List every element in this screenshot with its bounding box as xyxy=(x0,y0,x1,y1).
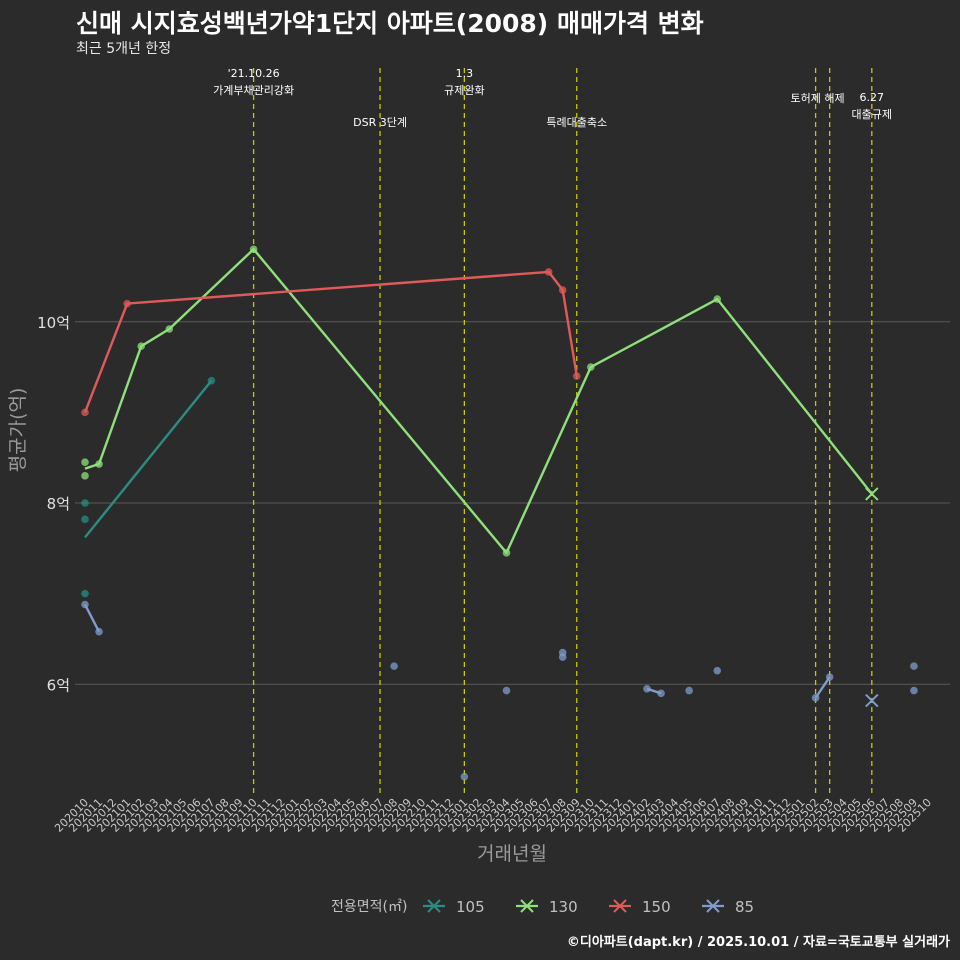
policy-annotation: 대출규제 xyxy=(852,108,892,121)
x-marker-stroke xyxy=(520,899,534,913)
x-axis-title: 거래년월 xyxy=(477,843,547,865)
axes: 6억8억10억202010202011202012202101202102202… xyxy=(7,314,934,865)
x-marker-stroke xyxy=(865,693,879,708)
x-marker-stroke xyxy=(427,899,441,913)
policy-annotation: '21.10.26 xyxy=(228,67,280,80)
data-point-130 xyxy=(502,549,511,557)
legend-swatch-x xyxy=(706,899,720,913)
data-point-150 xyxy=(81,408,89,417)
policy-annotation: 1.3 xyxy=(456,67,474,80)
chart-title: 신매 시지효성백년가약1단지 아파트(2008) 매매가격 변화 xyxy=(76,9,704,38)
data-point-130 xyxy=(713,295,722,303)
legend-label: 130 xyxy=(549,898,578,916)
data-point-85 xyxy=(502,686,511,695)
series-105 xyxy=(81,376,216,598)
data-point-105 xyxy=(81,499,89,507)
data-point-85 xyxy=(825,673,834,681)
legend: 전용면적(㎡) 105 130 150 85 xyxy=(331,898,754,916)
policy-annotation: DSR 3단계 xyxy=(353,116,407,129)
series-layer xyxy=(81,245,918,781)
policy-annotation: 규제완화 xyxy=(444,84,484,97)
data-point-85 xyxy=(390,662,398,670)
series-85 xyxy=(81,600,918,781)
data-point-85 xyxy=(643,684,651,693)
legend-label: 105 xyxy=(456,898,485,916)
series-segment-85 xyxy=(814,676,831,699)
latest-marker-85 xyxy=(865,693,879,708)
data-point-150 xyxy=(558,286,567,294)
series-line-130 xyxy=(84,248,873,554)
data-point-150 xyxy=(544,268,553,276)
data-point-130 xyxy=(81,458,89,467)
legend-label: 150 xyxy=(642,898,671,916)
data-point-105 xyxy=(81,589,89,598)
data-point-105 xyxy=(207,376,216,385)
x-marker-stroke xyxy=(706,899,720,913)
data-point-130 xyxy=(249,245,258,254)
y-tick-label: 8억 xyxy=(47,495,70,513)
legend-item-150: 150 xyxy=(609,898,671,916)
series-line-105 xyxy=(84,379,213,539)
data-point-85 xyxy=(81,600,89,609)
data-point-85 xyxy=(910,662,918,670)
series-130 xyxy=(81,245,879,557)
y-axis-title: 평균가(억) xyxy=(7,388,29,473)
series-line-85 xyxy=(83,603,101,633)
data-point-130 xyxy=(81,472,89,480)
data-point-130 xyxy=(95,460,103,468)
data-point-85 xyxy=(95,627,103,636)
policy-annotation: 6.27 xyxy=(860,91,885,104)
data-point-150 xyxy=(572,372,581,380)
chart-subtitle: 최근 5개년 한정 xyxy=(76,41,172,57)
policy-annotation: 특례대출축소 xyxy=(546,116,607,129)
data-point-85 xyxy=(685,686,693,695)
legend-title: 전용면적(㎡) xyxy=(331,899,407,915)
source-credit: ©디아파트(dapt.kr) / 2025.10.01 / 자료=국토교통부 실… xyxy=(566,935,950,950)
x-marker-stroke xyxy=(865,487,879,501)
data-point-85 xyxy=(558,653,567,661)
policy-annotation: 가계부채관리강화 xyxy=(213,84,294,97)
series-150 xyxy=(81,268,581,417)
x-marker-stroke xyxy=(613,899,627,913)
data-point-85 xyxy=(713,666,722,675)
latest-marker-130 xyxy=(865,487,879,501)
data-point-85 xyxy=(460,772,469,781)
data-point-130 xyxy=(165,325,174,333)
legend-item-130: 130 xyxy=(516,898,578,916)
legend-label: 85 xyxy=(735,898,754,916)
data-point-150 xyxy=(123,299,131,308)
data-point-130 xyxy=(587,363,595,371)
legend-item-85: 85 xyxy=(702,898,754,916)
data-point-85 xyxy=(910,686,918,695)
legend-item-105: 105 xyxy=(423,898,485,916)
data-point-105 xyxy=(81,515,89,524)
y-tick-label: 10억 xyxy=(37,314,70,332)
legend-swatch-x xyxy=(427,899,441,913)
legend-swatch-x xyxy=(520,899,534,913)
data-point-85 xyxy=(811,694,820,702)
legend-swatch-x xyxy=(613,899,627,913)
data-point-130 xyxy=(137,342,145,351)
gridlines xyxy=(75,321,950,685)
y-tick-label: 6억 xyxy=(47,676,70,694)
data-point-85 xyxy=(657,689,665,698)
policy-annotation: 토허제 해제 xyxy=(791,91,845,105)
